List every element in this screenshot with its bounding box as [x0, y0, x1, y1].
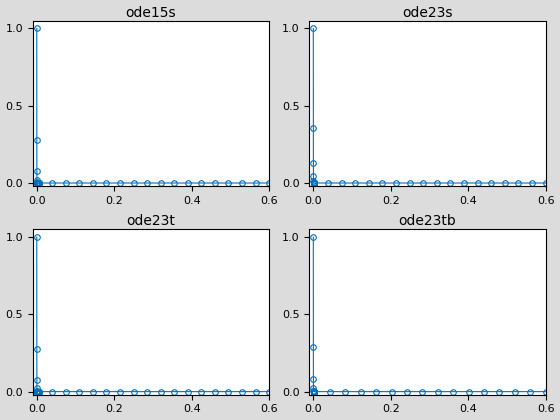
Title: ode23tb: ode23tb — [399, 214, 456, 228]
Title: ode15s: ode15s — [125, 5, 176, 20]
Title: ode23s: ode23s — [402, 5, 453, 20]
Title: ode23t: ode23t — [127, 214, 175, 228]
